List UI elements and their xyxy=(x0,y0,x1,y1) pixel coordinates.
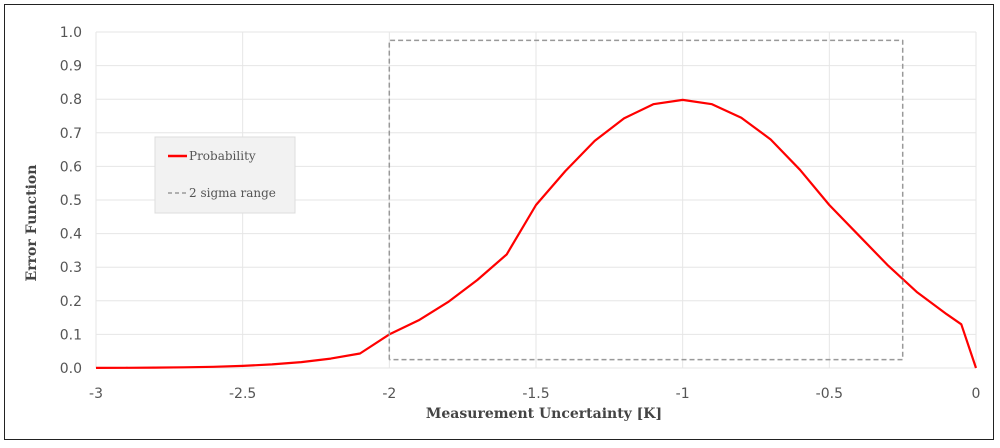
x-tick-label: -1 xyxy=(676,386,690,402)
x-tick-label: -3 xyxy=(89,386,103,402)
chart-svg: 0.0 0.1 0.2 0.3 0.4 0.5 0.6 0.7 0.8 0.9 1.0 -3 -2.5… xyxy=(24,25,980,422)
legend-label-probability: Probability xyxy=(189,149,256,163)
x-tick-label: -0.5 xyxy=(816,386,843,402)
legend-box xyxy=(154,136,296,214)
y-tick-label: 0.3 xyxy=(60,260,82,276)
series-lines xyxy=(95,39,978,369)
y-tick-label: 0.8 xyxy=(60,92,82,108)
x-tick-label: -1.5 xyxy=(522,386,549,402)
y-tick-label: 0.6 xyxy=(60,159,82,175)
x-axis-label: Measurement Uncertainty [K] xyxy=(426,406,662,422)
x-tick-labels: -3 -2.5 -2 -1.5 -1 -0.5 0 xyxy=(89,386,980,402)
legend-label-2-sigma-range: 2 sigma range xyxy=(189,186,276,200)
x-tick-label: -2.5 xyxy=(229,386,256,402)
y-axis-label: Error Function xyxy=(24,165,40,282)
y-tick-label: 0.5 xyxy=(60,193,82,209)
x-tick-label: -2 xyxy=(382,386,396,402)
y-tick-label: 0.7 xyxy=(60,126,82,142)
y-tick-labels: 0.0 0.1 0.2 0.3 0.4 0.5 0.6 0.7 0.8 0.9 1.0 xyxy=(60,25,82,377)
y-tick-label: 0.2 xyxy=(60,294,82,310)
series-line-2-sigma-range xyxy=(388,39,904,361)
chart-frame: 0.0 0.1 0.2 0.3 0.4 0.5 0.6 0.7 0.8 0.9 1.0 -3 -2.5… xyxy=(4,4,994,440)
y-tick-label: 1.0 xyxy=(60,25,82,41)
x-tick-label: 0 xyxy=(972,386,981,402)
y-tick-label: 0.9 xyxy=(60,59,82,75)
y-tick-label: 0.1 xyxy=(60,327,82,343)
y-tick-label: 0.4 xyxy=(60,227,82,243)
y-tick-label: 0.0 xyxy=(60,361,82,377)
series-line-probability xyxy=(95,98,978,369)
legend: Probability 2 sigma range xyxy=(154,136,296,214)
